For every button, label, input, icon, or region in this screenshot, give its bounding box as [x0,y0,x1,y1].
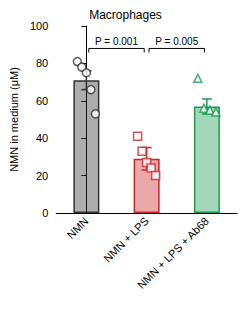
svg-text:NMN + LPS: NMN + LPS [101,215,151,265]
svg-text:0: 0 [42,207,48,219]
svg-text:20: 20 [36,170,48,182]
svg-text:P = 0.005: P = 0.005 [155,36,198,47]
svg-text:80: 80 [36,57,48,69]
svg-text:60: 60 [36,95,48,107]
svg-text:40: 40 [36,132,48,144]
svg-text:Macrophages: Macrophages [89,8,162,22]
svg-text:100: 100 [30,20,48,32]
svg-text:NMN + LPS + Ab68: NMN + LPS + Ab68 [135,215,211,291]
svg-text:NMN in medium (μM): NMN in medium (μM) [8,67,20,172]
svg-text:NMN: NMN [64,215,90,241]
svg-text:P = 0.001: P = 0.001 [95,36,138,47]
